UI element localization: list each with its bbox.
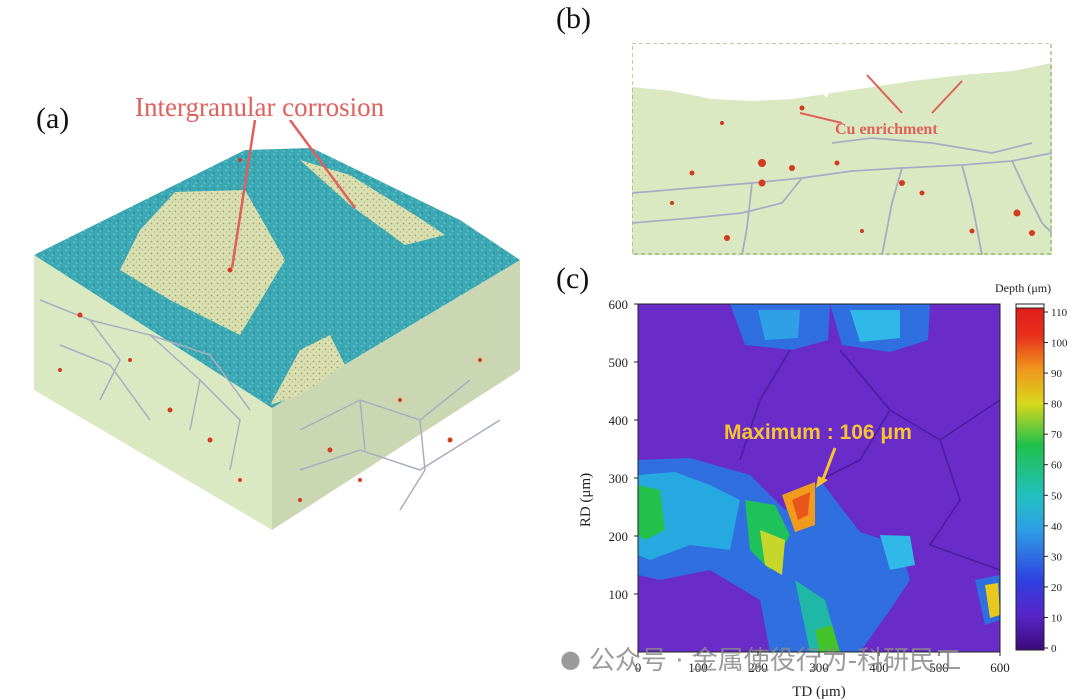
x-tick-label: 400: [869, 660, 889, 675]
colorbar-tick-label: 70: [1051, 429, 1063, 441]
y-axis-title: RD (μm): [578, 473, 594, 527]
colorbar-tick-label: 80: [1051, 399, 1063, 411]
corrosion-region: [270, 335, 345, 405]
corrosion-region: [120, 190, 285, 335]
maximum-arrow: [820, 447, 837, 483]
colorbar-tick-label: 110: [1051, 307, 1068, 319]
y-tick-label: 600: [609, 300, 629, 312]
colorbar-tick-label: 20: [1051, 582, 1063, 594]
cu-enrichment-micrograph: [632, 43, 1052, 255]
wechat-icon: ●: [560, 644, 581, 673]
cu-enrichment-label: Cu enrichment: [835, 121, 938, 138]
panel-c-label: (c): [556, 262, 590, 295]
colorbar-cap: [1015, 303, 1045, 309]
intergranular-corrosion-label: Intergranular corrosion: [135, 92, 385, 122]
x-tick-label: 500: [929, 660, 949, 675]
y-tick-label: 400: [609, 413, 629, 428]
x-axis-title: TD (μm): [792, 684, 845, 700]
y-tick-label: 500: [609, 355, 629, 370]
maximum-arrowhead: [816, 476, 828, 488]
x-tick-label: 200: [748, 660, 768, 675]
colorbar-tick-label: 100: [1051, 338, 1068, 350]
colorbar-title-text: Depth (μm): [995, 281, 1052, 295]
maximum-depth-label: Maximum : 106 μm: [724, 421, 912, 444]
depth-map-chart: 600 500 400 300 200 100 RD (μm) 0 100 20…: [578, 300, 1068, 700]
corrosion-block-3d: [34, 120, 520, 530]
colorbar-tick-label: 0: [1051, 643, 1057, 655]
colorbar: [1015, 307, 1045, 651]
corroded-region: [632, 43, 1052, 101]
x-tick-label: 600: [990, 660, 1010, 675]
watermark: ● 公众号 · 金属使役行为-科研民工: [560, 640, 961, 677]
colorbar-tick-label: 60: [1051, 460, 1063, 472]
panel-b-label: (b): [556, 2, 591, 35]
block-right-face: [272, 260, 520, 530]
colorbar-tick-label: 50: [1051, 490, 1063, 502]
colorbar-tick-label: 90: [1051, 368, 1063, 380]
x-tick-label: 300: [809, 660, 829, 675]
colorbar-tick-label: 40: [1051, 521, 1063, 533]
y-tick-label: 100: [609, 587, 629, 602]
y-tick-label: 200: [609, 529, 629, 544]
panel-a-label: (a): [36, 102, 70, 135]
colorbar-tick-label: 30: [1051, 551, 1063, 563]
colorbar-tick-label: 10: [1051, 612, 1063, 624]
y-tick-label: 300: [609, 471, 629, 486]
watermark-text: 公众号 · 金属使役行为-科研民工: [588, 646, 962, 676]
x-tick-label: 100: [688, 660, 708, 675]
x-tick-label: 0: [635, 660, 642, 675]
